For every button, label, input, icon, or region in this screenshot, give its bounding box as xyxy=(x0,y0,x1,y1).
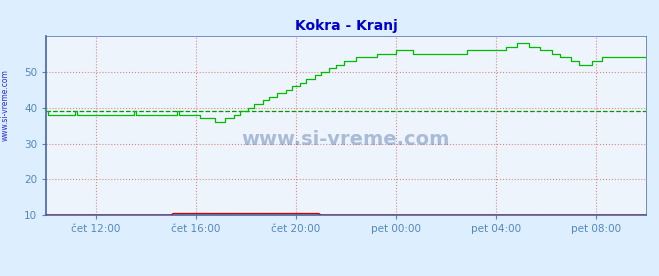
Text: www.si-vreme.com: www.si-vreme.com xyxy=(242,131,450,149)
Title: Kokra - Kranj: Kokra - Kranj xyxy=(295,19,397,33)
Text: www.si-vreme.com: www.si-vreme.com xyxy=(1,69,10,141)
